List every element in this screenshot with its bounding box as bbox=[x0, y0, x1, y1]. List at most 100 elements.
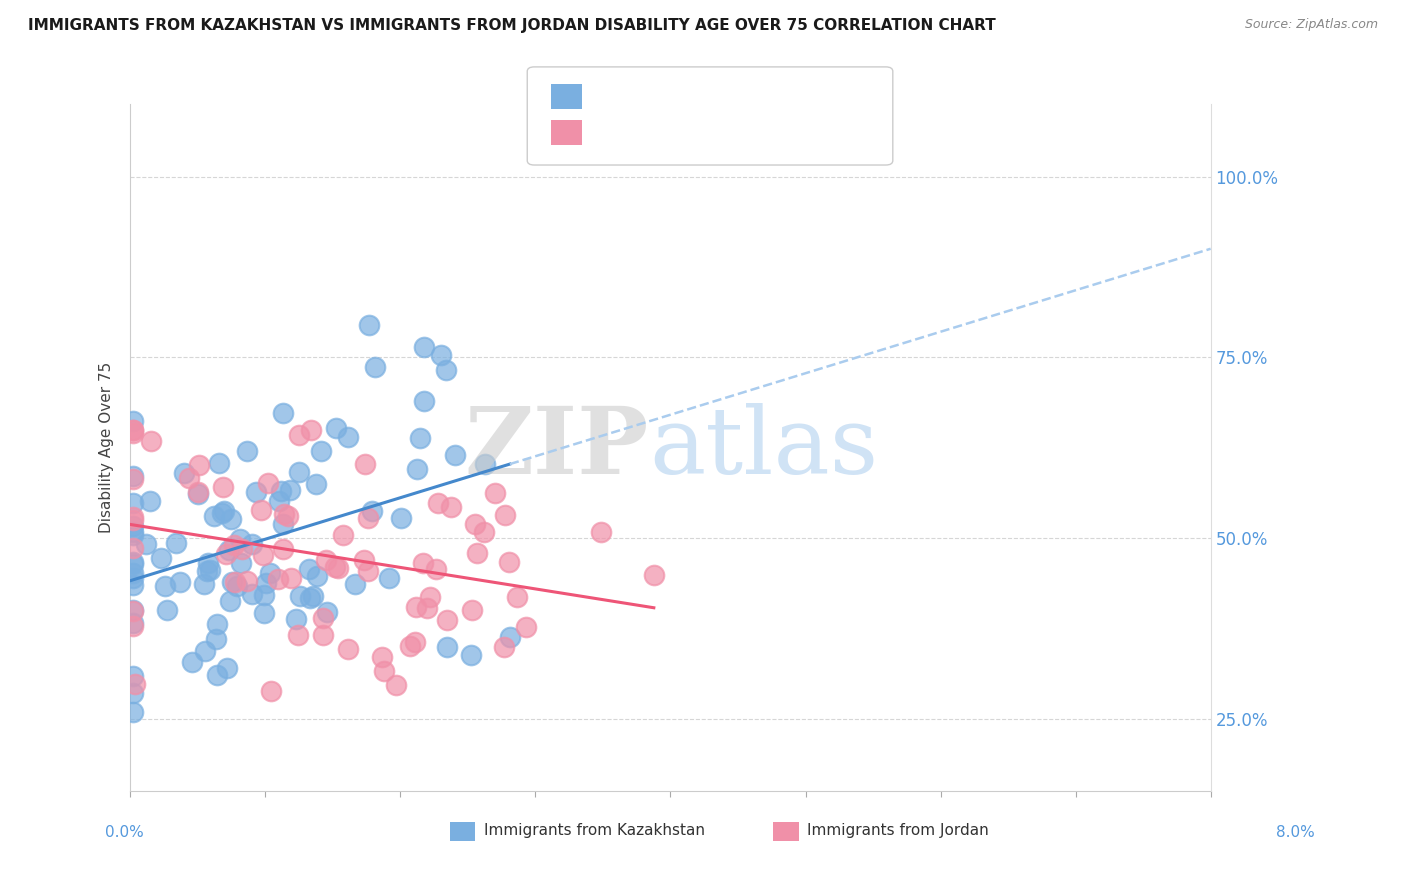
Point bbox=[278, 483, 301, 498]
Point bbox=[135, 537, 157, 551]
Point bbox=[122, 555, 145, 569]
Point bbox=[498, 555, 520, 569]
Point bbox=[212, 480, 235, 494]
Point bbox=[371, 650, 394, 665]
Point bbox=[464, 517, 486, 532]
Text: 8.0%: 8.0% bbox=[1275, 825, 1315, 840]
Point bbox=[177, 471, 200, 485]
Point bbox=[205, 632, 228, 646]
Point bbox=[180, 655, 202, 669]
Point bbox=[122, 472, 145, 486]
Point bbox=[122, 528, 145, 542]
Point bbox=[252, 548, 274, 562]
Point bbox=[499, 630, 522, 644]
Point bbox=[343, 577, 366, 591]
Point bbox=[122, 705, 145, 719]
Point bbox=[240, 537, 263, 551]
Point bbox=[430, 348, 453, 362]
Point bbox=[311, 628, 333, 642]
Point bbox=[224, 574, 246, 589]
Point bbox=[202, 508, 225, 523]
Point bbox=[406, 462, 429, 476]
Point bbox=[357, 511, 380, 525]
Point bbox=[169, 574, 191, 589]
Point bbox=[413, 340, 436, 354]
Point bbox=[240, 587, 263, 601]
Point bbox=[122, 423, 145, 437]
Point bbox=[434, 363, 457, 377]
Point bbox=[266, 572, 288, 586]
Point bbox=[122, 669, 145, 683]
Point bbox=[357, 318, 380, 333]
Text: ZIP: ZIP bbox=[464, 402, 650, 492]
Point bbox=[312, 611, 335, 625]
Point bbox=[122, 413, 145, 427]
Point bbox=[236, 574, 259, 588]
Text: R =  0.278   N = 88: R = 0.278 N = 88 bbox=[593, 87, 742, 101]
Point bbox=[211, 506, 233, 520]
Point bbox=[416, 601, 439, 615]
Point bbox=[257, 476, 280, 491]
Point bbox=[494, 508, 516, 523]
Point bbox=[212, 504, 235, 518]
Point bbox=[474, 457, 496, 471]
Text: 0.0%: 0.0% bbox=[105, 825, 145, 840]
Point bbox=[412, 556, 434, 570]
Point bbox=[309, 444, 332, 458]
Point bbox=[269, 494, 291, 508]
Point bbox=[207, 668, 229, 682]
Point bbox=[332, 528, 354, 542]
Point bbox=[122, 603, 145, 617]
Point bbox=[122, 468, 145, 483]
Point bbox=[122, 423, 145, 437]
Point bbox=[229, 533, 252, 547]
Point bbox=[122, 525, 145, 540]
Point bbox=[273, 405, 295, 419]
Point bbox=[259, 566, 281, 580]
Point bbox=[373, 664, 395, 678]
Point bbox=[122, 578, 145, 592]
Point bbox=[124, 677, 146, 691]
Point bbox=[460, 648, 482, 662]
Point bbox=[221, 574, 243, 589]
Point bbox=[385, 678, 408, 692]
Point bbox=[323, 559, 346, 574]
Point bbox=[122, 618, 145, 632]
Point bbox=[277, 508, 299, 523]
Point bbox=[122, 604, 145, 618]
Point bbox=[361, 504, 384, 518]
Point bbox=[224, 538, 246, 552]
Point bbox=[426, 496, 449, 510]
Point bbox=[354, 457, 377, 471]
Point bbox=[187, 486, 209, 500]
Point bbox=[231, 541, 253, 556]
Point bbox=[484, 485, 506, 500]
Point bbox=[364, 359, 387, 374]
Point bbox=[194, 643, 217, 657]
Point bbox=[472, 525, 495, 540]
Point bbox=[378, 571, 401, 585]
Point bbox=[253, 606, 276, 620]
Point bbox=[219, 512, 242, 526]
Text: Immigrants from Kazakhstan: Immigrants from Kazakhstan bbox=[484, 823, 704, 838]
Point bbox=[492, 640, 515, 655]
Point bbox=[419, 591, 441, 605]
Point bbox=[298, 562, 321, 576]
Point bbox=[405, 599, 427, 614]
Point bbox=[404, 634, 426, 648]
Point bbox=[316, 605, 339, 619]
Point bbox=[288, 589, 311, 603]
Point bbox=[215, 548, 238, 562]
Point bbox=[389, 510, 412, 524]
Point bbox=[287, 465, 309, 479]
Point bbox=[187, 485, 209, 500]
Point bbox=[122, 426, 145, 441]
Point bbox=[506, 590, 529, 604]
Point bbox=[173, 466, 195, 480]
Point bbox=[443, 448, 465, 462]
Point bbox=[271, 542, 294, 557]
Point bbox=[193, 577, 215, 591]
Point bbox=[284, 612, 307, 626]
Point bbox=[197, 557, 219, 571]
Point bbox=[302, 589, 325, 603]
